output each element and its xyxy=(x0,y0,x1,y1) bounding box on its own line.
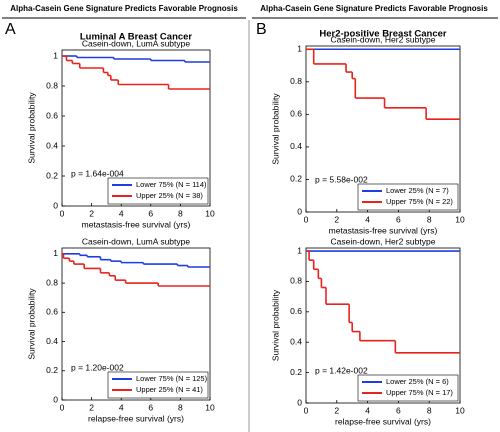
y-tick-label: 0.8 xyxy=(290,76,302,86)
x-tick-label: 8 xyxy=(427,405,432,415)
x-tick-label: 4 xyxy=(119,208,124,218)
legend-label: Lower 75% (N = 114) xyxy=(136,180,207,189)
chart-title: Casein-down, LumA subtype xyxy=(82,236,190,246)
y-tick-label: 0.4 xyxy=(290,336,302,346)
x-tick-label: 6 xyxy=(148,402,153,412)
legend-label: Lower 75% (N = 125) xyxy=(136,374,208,383)
legend-box xyxy=(357,183,459,211)
y-tick-label: 0.4 xyxy=(290,141,302,151)
y-tick-label: 0.8 xyxy=(46,80,58,90)
x-tick-label: 8 xyxy=(427,214,432,224)
y-tick-label: 0.6 xyxy=(290,306,302,316)
y-axis-label: Survival probability xyxy=(270,289,280,361)
x-tick-label: 2 xyxy=(89,208,94,218)
legend-label: Upper 25% (N = 38) xyxy=(136,191,203,200)
legend-label: Lower 25% (N = 6) xyxy=(386,377,449,386)
x-tick-label: 4 xyxy=(119,402,124,412)
chart-title: Casein-down, Her2 subtype xyxy=(331,34,436,44)
x-axis-label: relapse-free survival (yrs) xyxy=(88,413,184,423)
x-tick-label: 0 xyxy=(60,208,65,218)
plot-frame xyxy=(61,247,211,401)
legend-label: Lower 25% (N = 7) xyxy=(386,186,449,195)
y-tick-label: 0.2 xyxy=(290,367,302,377)
y-tick-label: 0.4 xyxy=(46,140,58,150)
y-tick-label: 1 xyxy=(53,50,58,60)
y-tick-label: 0.8 xyxy=(290,276,302,286)
p-value: p = 5.58e-002 xyxy=(315,174,368,184)
x-axis-label: metastasis-free survival (yrs) xyxy=(329,225,438,235)
panel-header: Alpha-Casein Gene Signature Predicts Fav… xyxy=(260,4,488,13)
x-tick-label: 2 xyxy=(334,214,339,224)
chart-title: Casein-down, LumA subtype xyxy=(82,38,190,48)
x-tick-label: 8 xyxy=(178,208,183,218)
y-tick-label: 0.8 xyxy=(46,277,58,287)
x-tick-label: 10 xyxy=(205,208,215,218)
legend-label: Upper 75% (N = 17) xyxy=(386,388,453,397)
y-tick-label: 0 xyxy=(297,397,302,407)
x-tick-label: 10 xyxy=(205,402,215,412)
x-tick-label: 0 xyxy=(304,405,309,415)
chart-title: Casein-down, Her2 subtype xyxy=(331,236,436,246)
p-value: p = 1.20e-002 xyxy=(71,362,124,372)
legend-label: Upper 75% (N = 22) xyxy=(386,197,453,206)
y-tick-label: 1 xyxy=(297,245,302,255)
legend-box xyxy=(107,177,209,205)
y-tick-label: 0 xyxy=(297,206,302,216)
x-tick-label: 10 xyxy=(455,405,465,415)
y-axis-label: Survival probability xyxy=(270,93,280,165)
y-tick-label: 0.4 xyxy=(46,336,58,346)
y-tick-label: 0.6 xyxy=(290,109,302,119)
x-tick-label: 6 xyxy=(396,214,401,224)
panel-header: Alpha-Casein Gene Signature Predicts Fav… xyxy=(10,4,238,13)
panel-title: Luminal A Breast Cancer xyxy=(80,32,193,43)
p-value: p = 1.64e-004 xyxy=(71,168,124,178)
x-tick-label: 0 xyxy=(60,402,65,412)
y-tick-label: 0.2 xyxy=(46,365,58,375)
plot-frame xyxy=(61,49,211,207)
legend-label: Upper 25% (N = 41) xyxy=(136,385,203,394)
x-tick-label: 6 xyxy=(148,208,153,218)
x-tick-label: 0 xyxy=(304,214,309,224)
x-axis-label: metastasis-free survival (yrs) xyxy=(82,219,191,229)
y-tick-label: 0 xyxy=(53,200,58,210)
panel-title: Her2-positive Breast Cancer xyxy=(319,29,447,40)
y-tick-label: 0.2 xyxy=(46,170,58,180)
plot-frame xyxy=(305,45,461,213)
y-tick-label: 0.2 xyxy=(290,174,302,184)
x-tick-label: 4 xyxy=(365,405,370,415)
y-axis-label: Survival probability xyxy=(26,92,36,164)
y-tick-label: 1 xyxy=(53,248,58,258)
y-axis-label: Survival probability xyxy=(26,288,36,360)
y-tick-label: 0 xyxy=(53,394,58,404)
p-value: p = 1.42e-002 xyxy=(315,365,368,375)
x-tick-label: 6 xyxy=(396,405,401,415)
y-tick-label: 0.6 xyxy=(46,110,58,120)
x-tick-label: 2 xyxy=(89,402,94,412)
x-tick-label: 8 xyxy=(178,402,183,412)
y-tick-label: 0.6 xyxy=(46,307,58,317)
legend-box xyxy=(357,374,459,402)
y-tick-label: 1 xyxy=(297,44,302,54)
panel-letter: A xyxy=(5,21,16,38)
plot-frame xyxy=(305,247,461,404)
x-tick-label: 2 xyxy=(334,405,339,415)
x-axis-label: relapse-free survival (yrs) xyxy=(335,416,431,426)
x-tick-label: 10 xyxy=(455,214,465,224)
legend-box xyxy=(107,371,209,399)
x-tick-label: 4 xyxy=(365,214,370,224)
panel-letter: B xyxy=(256,21,267,38)
